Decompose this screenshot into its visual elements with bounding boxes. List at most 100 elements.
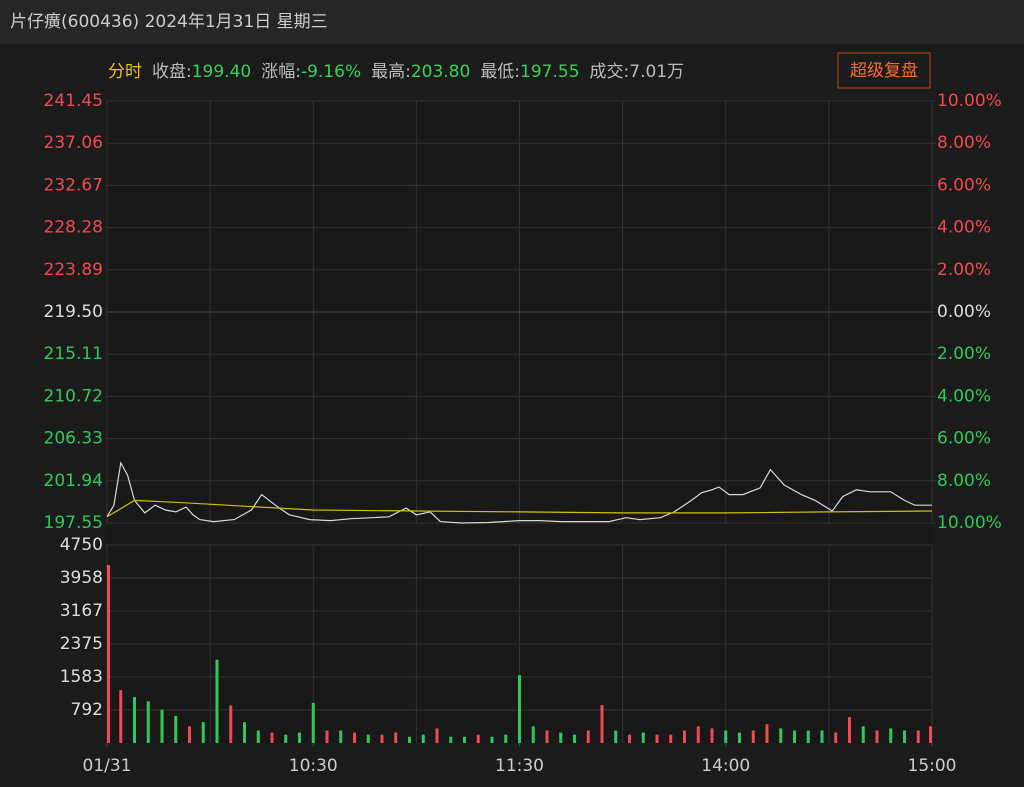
volume-bar: [834, 732, 838, 743]
volume-bar: [586, 730, 590, 743]
info-item: 涨幅:: [261, 62, 301, 82]
volume-bar: [504, 734, 508, 743]
y-tick-label: 2375: [60, 634, 103, 654]
volume-bar: [861, 726, 865, 743]
volume-bar: [929, 726, 932, 743]
info-item: 203.80: [411, 62, 470, 82]
volume-bar: [614, 730, 618, 743]
info-item: 最高:: [371, 62, 411, 82]
volume-bar: [284, 734, 288, 743]
volume-bar: [545, 730, 549, 743]
volume-bar: [751, 730, 755, 743]
x-tick-label: 10:30: [289, 756, 338, 776]
volume-bar: [201, 722, 205, 743]
volume-bar: [875, 730, 879, 743]
average-line: [106, 499, 933, 518]
info-item: 197.55: [520, 62, 579, 82]
volume-bar: [600, 705, 604, 743]
volume-bar: [710, 728, 714, 743]
y2-tick-label: 2.00%: [937, 260, 991, 280]
volume-bar: [820, 730, 824, 743]
price-line: [106, 461, 932, 524]
volume-bar: [765, 724, 769, 743]
info-item: -9.16%: [301, 62, 361, 82]
volume-bar: [435, 728, 439, 743]
y2-tick-label: 8.00%: [937, 133, 991, 153]
volume-bar: [146, 701, 150, 743]
volume-bar: [903, 730, 906, 743]
x-tick-label: 15:00: [908, 756, 957, 776]
y-tick-label: 197.55: [44, 513, 103, 533]
y-tick-label: 792: [71, 700, 103, 720]
volume-bar: [724, 730, 728, 743]
volume-bar: [421, 734, 425, 743]
volume-bar: [738, 732, 741, 743]
info-item: 最低:: [480, 62, 520, 82]
volume-bar: [298, 732, 301, 743]
y2-tick-label: 0.00%: [937, 302, 991, 322]
volume-bar: [229, 705, 233, 743]
replay-button-label[interactable]: 超级复盘: [850, 61, 918, 81]
volume-bar: [848, 717, 851, 743]
y-tick-label: 206.33: [44, 429, 103, 449]
y-tick-label: 1583: [60, 667, 103, 687]
info-line: 分时 收盘:199.40 涨幅:-9.16% 最高:203.80 最低:197.55 成交…: [108, 62, 684, 82]
volume-bar: [669, 734, 673, 743]
y2-tick-label: 4.00%: [937, 386, 991, 406]
y-tick-label: 241.45: [44, 91, 103, 111]
y-tick-label: 215.11: [44, 344, 103, 364]
volume-bar: [779, 728, 783, 743]
volume-bar: [449, 736, 453, 743]
volume-bar: [531, 726, 535, 743]
replay-button[interactable]: [837, 52, 931, 89]
volume-bar: [256, 730, 260, 743]
volume-bar: [683, 730, 686, 743]
info-item: 成交:7.01万: [590, 62, 685, 82]
volume-bar: [889, 728, 893, 743]
volume-bar: [107, 565, 110, 743]
volume-bar: [573, 734, 576, 743]
volume-bar: [559, 732, 563, 743]
y2-tick-label: 10.00%: [937, 91, 1002, 111]
y2-tick-label: 4.00%: [937, 218, 991, 238]
volume-bar: [806, 730, 810, 743]
volume-bar: [339, 730, 343, 743]
volume-bar: [119, 690, 123, 743]
volume-bar: [916, 730, 920, 743]
volume-bar: [490, 736, 494, 743]
y-tick-label: 232.67: [44, 175, 103, 195]
volume-bar: [325, 730, 329, 743]
y-tick-label: 4750: [60, 535, 103, 555]
volume-bar: [353, 732, 356, 743]
volume-bar: [366, 734, 370, 743]
info-item: 收盘:: [152, 62, 192, 82]
volume-bar: [655, 734, 659, 743]
x-tick-label: 14:00: [701, 756, 750, 776]
window-title: 片仔癀(600436) 2024年1月31日 星期三: [10, 12, 328, 32]
volume-bar: [408, 736, 411, 743]
info-item: 199.40: [192, 62, 251, 82]
y-tick-label: 223.89: [44, 260, 103, 280]
volume-bar: [628, 734, 631, 743]
x-tick-label: 11:30: [495, 756, 544, 776]
title-bar: [0, 0, 1024, 44]
y2-tick-label: 8.00%: [937, 471, 991, 491]
y-tick-label: 3167: [60, 601, 103, 621]
x-tick-label: 01/31: [83, 756, 132, 776]
volume-bar: [311, 702, 315, 743]
volume-bar: [394, 732, 398, 743]
volume-bar: [696, 726, 700, 743]
volume-bar: [463, 736, 466, 743]
info-item: 分时: [108, 62, 142, 82]
volume-bar: [188, 726, 191, 743]
volume-bar: [380, 734, 384, 743]
y2-tick-label: 10.00%: [937, 513, 1002, 533]
volume-bar: [215, 659, 219, 743]
y-tick-label: 228.28: [44, 218, 103, 238]
y2-tick-label: 6.00%: [937, 429, 991, 449]
y-tick-label: 201.94: [44, 471, 103, 491]
y2-tick-label: 6.00%: [937, 175, 991, 195]
volume-bar: [476, 734, 480, 743]
